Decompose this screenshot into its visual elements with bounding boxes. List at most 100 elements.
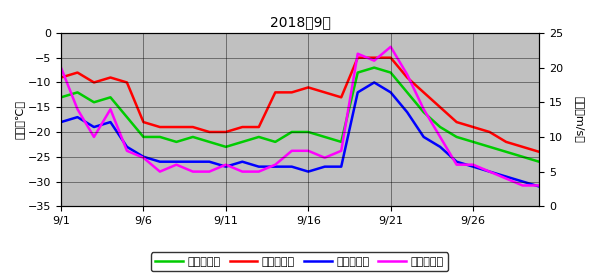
日平均気温 [420, 111, 427, 114]
Legend: 日平均気温, 日最高気温, 日最低気温, 日平均風速: 日平均気温, 日最高気温, 日最低気温, 日平均風速 [151, 252, 448, 271]
日最高気温 [222, 130, 229, 134]
日平均気温 [486, 145, 493, 148]
日最低気温 [222, 165, 229, 168]
日平均気温 [536, 160, 543, 163]
日最高気温 [206, 130, 213, 134]
日最低気温 [354, 91, 361, 94]
日平均風速 [404, 73, 411, 76]
日平均風速 [338, 149, 345, 152]
日平均気温 [107, 96, 114, 99]
日平均風速 [58, 66, 65, 69]
日平均気温 [387, 71, 394, 74]
日最高気温 [536, 150, 543, 153]
日平均気温 [470, 140, 477, 143]
日平均風速 [470, 163, 477, 166]
日平均風速 [74, 107, 81, 111]
日最低気温 [470, 165, 477, 168]
日最高気温 [189, 125, 196, 129]
日平均風速 [140, 156, 147, 159]
日最高気温 [486, 130, 493, 134]
Line: 日最低気温: 日最低気温 [61, 83, 539, 186]
日平均風速 [519, 184, 526, 187]
日平均風速 [453, 163, 460, 166]
日平均風速 [437, 135, 444, 138]
日平均気温 [437, 125, 444, 129]
日最高気温 [173, 125, 180, 129]
日平均気温 [239, 140, 246, 143]
日最低気温 [486, 170, 493, 173]
日最高気温 [58, 76, 65, 79]
日平均風速 [107, 107, 114, 111]
日最低気温 [189, 160, 196, 163]
日最高気温 [387, 56, 394, 59]
日最低気温 [305, 170, 312, 173]
日平均風速 [354, 52, 361, 55]
日最低気温 [239, 160, 246, 163]
日平均気温 [140, 135, 147, 138]
日最高気温 [420, 91, 427, 94]
日平均気温 [156, 135, 164, 138]
日平均風速 [371, 59, 378, 62]
日平均風速 [387, 45, 394, 48]
日最低気温 [519, 180, 526, 183]
日最低気温 [74, 116, 81, 119]
日最高気温 [503, 140, 510, 143]
日平均風速 [189, 170, 196, 173]
日最高気温 [90, 81, 98, 84]
日平均気温 [123, 116, 131, 119]
Line: 日平均気温: 日平均気温 [61, 68, 539, 162]
日最高気温 [404, 76, 411, 79]
日最高気温 [321, 91, 328, 94]
日最低気温 [255, 165, 262, 168]
日平均風速 [272, 163, 279, 166]
日最高気温 [140, 120, 147, 124]
日最高気温 [437, 106, 444, 109]
日最高気温 [519, 145, 526, 148]
日平均気温 [503, 150, 510, 153]
日平均気温 [453, 135, 460, 138]
日平均気温 [222, 145, 229, 148]
日最低気温 [156, 160, 164, 163]
日平均風速 [123, 149, 131, 152]
日平均気温 [305, 130, 312, 134]
日平均気温 [74, 91, 81, 94]
日最高気温 [123, 81, 131, 84]
日最低気温 [288, 165, 295, 168]
Line: 日最高気温: 日最高気温 [61, 58, 539, 152]
Y-axis label: 気温（℃）: 気温（℃） [15, 100, 25, 139]
日最低気温 [453, 160, 460, 163]
日平均気温 [90, 101, 98, 104]
日平均風速 [536, 184, 543, 187]
日最高気温 [288, 91, 295, 94]
日平均風速 [206, 170, 213, 173]
日最高気温 [338, 96, 345, 99]
日最低気温 [338, 165, 345, 168]
日平均気温 [189, 135, 196, 138]
日平均気温 [371, 66, 378, 69]
日最低気温 [420, 135, 427, 138]
日平均気温 [206, 140, 213, 143]
日最高気温 [305, 86, 312, 89]
日最高気温 [354, 56, 361, 59]
日最高気温 [371, 56, 378, 59]
日最低気温 [107, 120, 114, 124]
日平均気温 [255, 135, 262, 138]
日最低気温 [404, 111, 411, 114]
日最低気温 [321, 165, 328, 168]
日平均風速 [305, 149, 312, 152]
日最高気温 [255, 125, 262, 129]
日平均気温 [519, 155, 526, 158]
日平均風速 [255, 170, 262, 173]
日平均風速 [156, 170, 164, 173]
日最低気温 [503, 175, 510, 178]
日最高気温 [107, 76, 114, 79]
日最低気温 [272, 165, 279, 168]
Title: 2018年9月: 2018年9月 [270, 15, 331, 29]
日最低気温 [206, 160, 213, 163]
日平均風速 [173, 163, 180, 166]
日最高気温 [272, 91, 279, 94]
日最高気温 [74, 71, 81, 74]
日最低気温 [90, 125, 98, 129]
日最高気温 [239, 125, 246, 129]
日最低気温 [58, 120, 65, 124]
